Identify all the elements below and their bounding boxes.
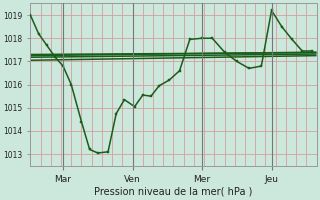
X-axis label: Pression niveau de la mer( hPa ): Pression niveau de la mer( hPa )	[94, 187, 252, 197]
